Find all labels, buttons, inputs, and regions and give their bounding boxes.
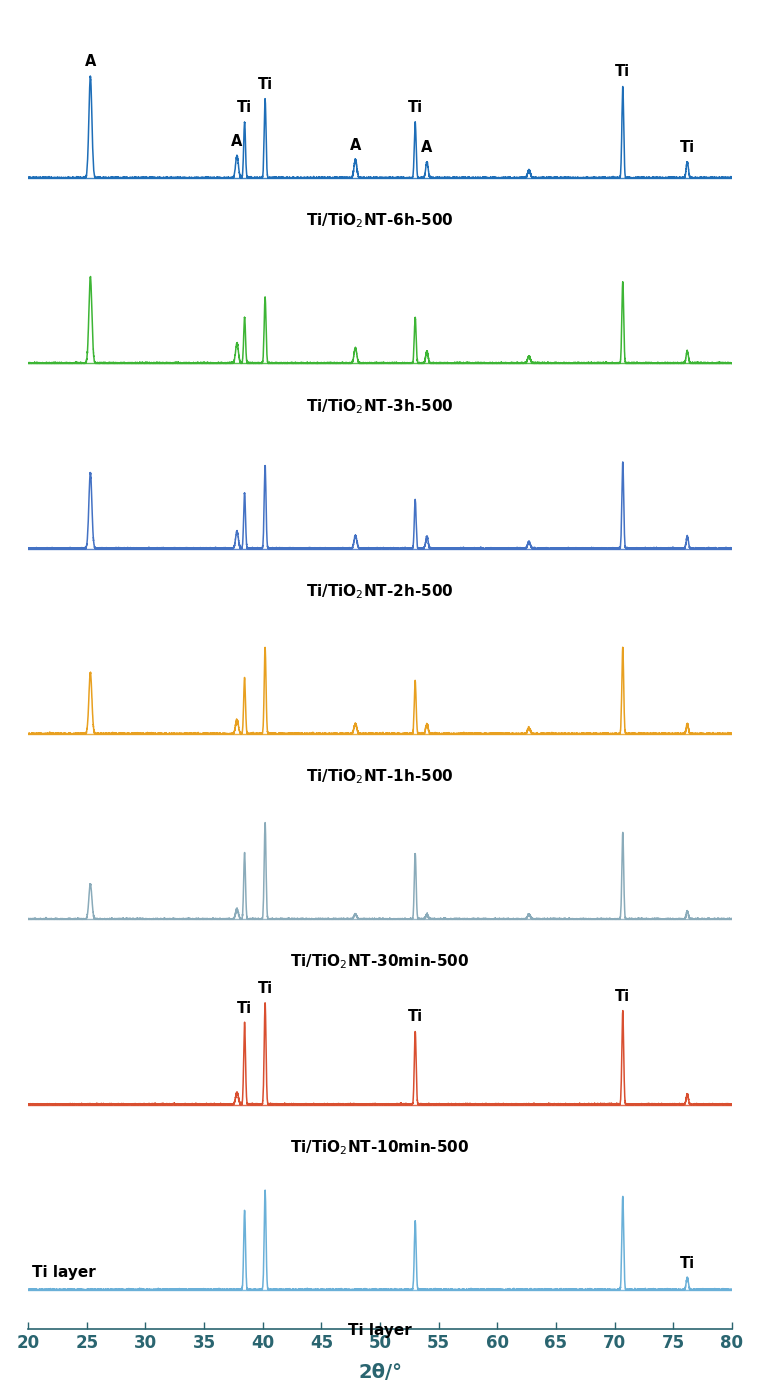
Text: Ti: Ti — [615, 989, 630, 1004]
Text: Ti: Ti — [237, 99, 252, 115]
Text: Ti/TiO$_2$NT-3h-500: Ti/TiO$_2$NT-3h-500 — [306, 397, 454, 416]
Text: A: A — [231, 133, 242, 148]
Text: Ti: Ti — [615, 64, 630, 80]
Text: Ti: Ti — [407, 99, 423, 115]
Text: Ti/TiO$_2$NT-6h-500: Ti/TiO$_2$NT-6h-500 — [306, 211, 454, 231]
Text: Ti/TiO$_2$NT-2h-500: Ti/TiO$_2$NT-2h-500 — [306, 582, 454, 600]
Text: Ti: Ti — [679, 140, 695, 155]
Text: Ti: Ti — [679, 1255, 695, 1270]
Text: A: A — [350, 137, 361, 152]
Text: Ti layer: Ti layer — [32, 1265, 96, 1280]
Text: Ti/TiO$_2$NT-1h-500: Ti/TiO$_2$NT-1h-500 — [306, 768, 454, 786]
Text: A: A — [421, 140, 432, 155]
Text: Ti/TiO$_2$NT-10min-500: Ti/TiO$_2$NT-10min-500 — [290, 1137, 470, 1157]
X-axis label: 2θ/°: 2θ/° — [358, 1364, 402, 1382]
Text: Ti: Ti — [258, 981, 273, 996]
Text: Ti: Ti — [407, 1009, 423, 1024]
Text: Ti layer: Ti layer — [348, 1323, 412, 1339]
Text: Ti/TiO$_2$NT-30min-500: Ti/TiO$_2$NT-30min-500 — [290, 953, 470, 971]
Text: Ti: Ti — [258, 77, 273, 91]
Text: Ti: Ti — [237, 1002, 252, 1016]
Text: A: A — [84, 55, 96, 70]
